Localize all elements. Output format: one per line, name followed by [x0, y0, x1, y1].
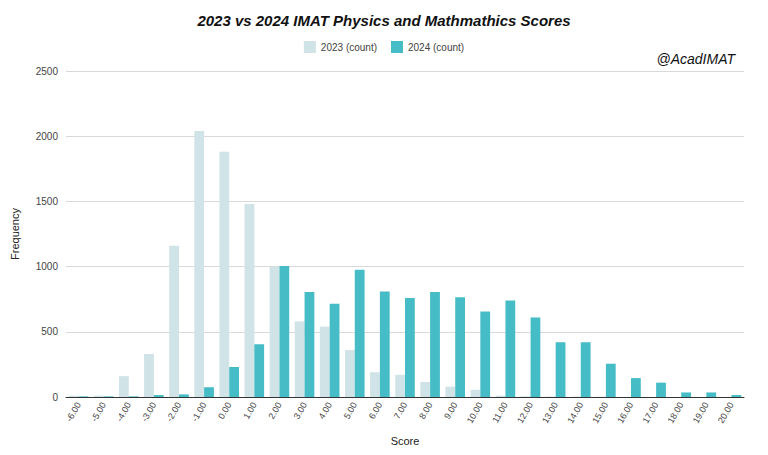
svg-text:-3.00: -3.00 [139, 400, 158, 423]
svg-text:-1.00: -1.00 [190, 400, 209, 423]
svg-text:2023 vs 2024 IMAT Physics and: 2023 vs 2024 IMAT Physics and Mathmathic… [196, 12, 570, 29]
svg-text:17.00: 17.00 [641, 400, 661, 424]
svg-text:2500: 2500 [36, 66, 59, 77]
svg-text:8.00: 8.00 [417, 400, 434, 420]
svg-text:9.00: 9.00 [442, 400, 459, 420]
svg-text:7.00: 7.00 [392, 400, 409, 420]
svg-text:@AcadIMAT: @AcadIMAT [656, 51, 736, 67]
svg-text:500: 500 [41, 326, 58, 337]
svg-text:1.00: 1.00 [241, 400, 258, 420]
svg-text:4.00: 4.00 [317, 400, 334, 420]
svg-text:16.00: 16.00 [615, 400, 635, 424]
svg-text:6.00: 6.00 [367, 400, 384, 420]
svg-text:12.00: 12.00 [515, 400, 535, 424]
svg-text:15.00: 15.00 [590, 400, 610, 424]
svg-text:5.00: 5.00 [342, 400, 359, 420]
svg-text:14.00: 14.00 [565, 400, 585, 424]
svg-text:-5.00: -5.00 [89, 400, 108, 423]
svg-text:Score: Score [391, 435, 420, 447]
svg-text:2023 (count): 2023 (count) [321, 42, 377, 53]
svg-text:20.00: 20.00 [716, 400, 736, 424]
svg-text:11.00: 11.00 [490, 400, 510, 424]
svg-text:18.00: 18.00 [666, 400, 686, 424]
svg-text:2000: 2000 [36, 131, 59, 142]
svg-text:0: 0 [52, 392, 58, 403]
svg-text:-6.00: -6.00 [64, 400, 83, 423]
svg-text:2024 (count): 2024 (count) [408, 42, 464, 53]
svg-text:Frequency: Frequency [9, 208, 21, 260]
svg-text:10.00: 10.00 [465, 400, 485, 424]
svg-text:2.00: 2.00 [266, 400, 283, 420]
svg-text:1000: 1000 [36, 261, 59, 272]
svg-text:19.00: 19.00 [691, 400, 711, 424]
svg-text:0.00: 0.00 [216, 400, 233, 420]
svg-text:1500: 1500 [36, 196, 59, 207]
svg-text:-2.00: -2.00 [164, 400, 183, 423]
svg-text:-4.00: -4.00 [114, 400, 133, 423]
svg-text:13.00: 13.00 [540, 400, 560, 424]
svg-text:3.00: 3.00 [291, 400, 308, 420]
